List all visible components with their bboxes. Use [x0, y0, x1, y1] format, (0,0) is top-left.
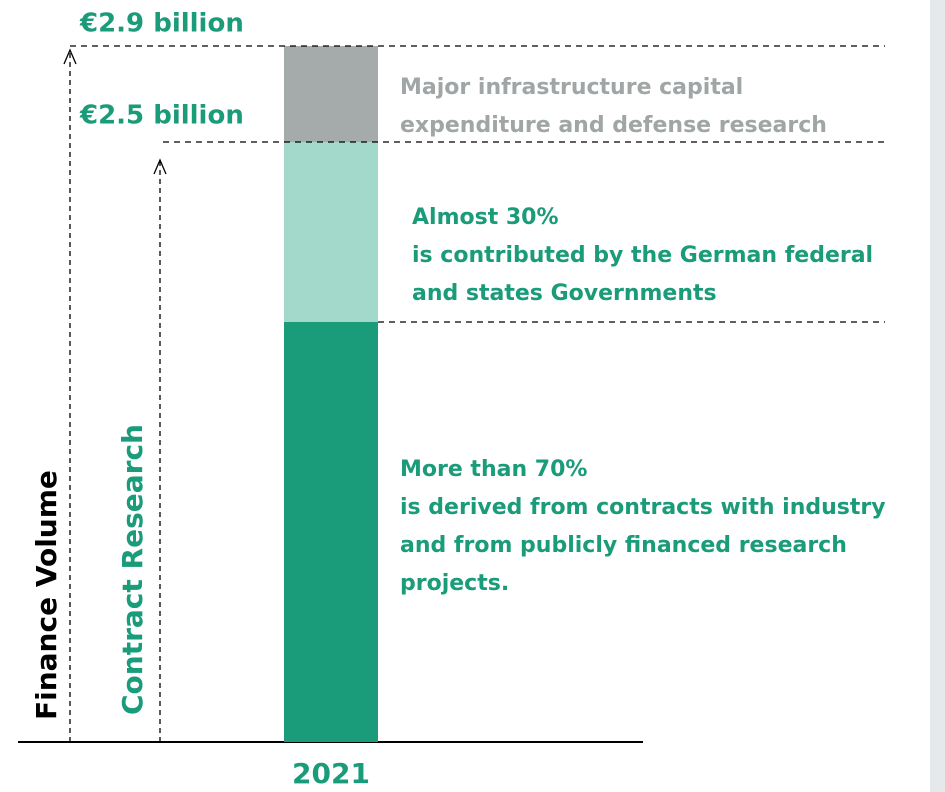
segment-annotation: More than 70%: [400, 457, 587, 482]
axis-label: Finance Volume: [30, 470, 63, 720]
segment-annotation: is derived from contracts with industry: [400, 495, 886, 520]
segment-annotation: expenditure and defense research: [400, 113, 827, 138]
category-label: 2021: [292, 757, 370, 790]
segment-annotation: and states Governments: [412, 281, 717, 306]
segment-annotation: is contributed by the German federal: [412, 243, 873, 268]
total-label: €2.5 billion: [79, 101, 244, 131]
segment-annotation: and from publicly financed research: [400, 533, 847, 558]
total-label: €2.9 billion: [79, 9, 244, 39]
segment-annotation: projects.: [400, 571, 509, 596]
segment-annotation: Major infrastructure capital: [400, 75, 743, 100]
arrow-head: [63, 48, 77, 65]
axis-label: Contract Research: [116, 424, 149, 715]
bar-segment: [284, 46, 378, 142]
segment-annotation: Almost 30%: [412, 205, 559, 230]
bar-segment: [284, 322, 378, 742]
arrow-head: [153, 158, 167, 175]
bar-segment: [284, 142, 378, 322]
side-strip: [930, 0, 945, 792]
